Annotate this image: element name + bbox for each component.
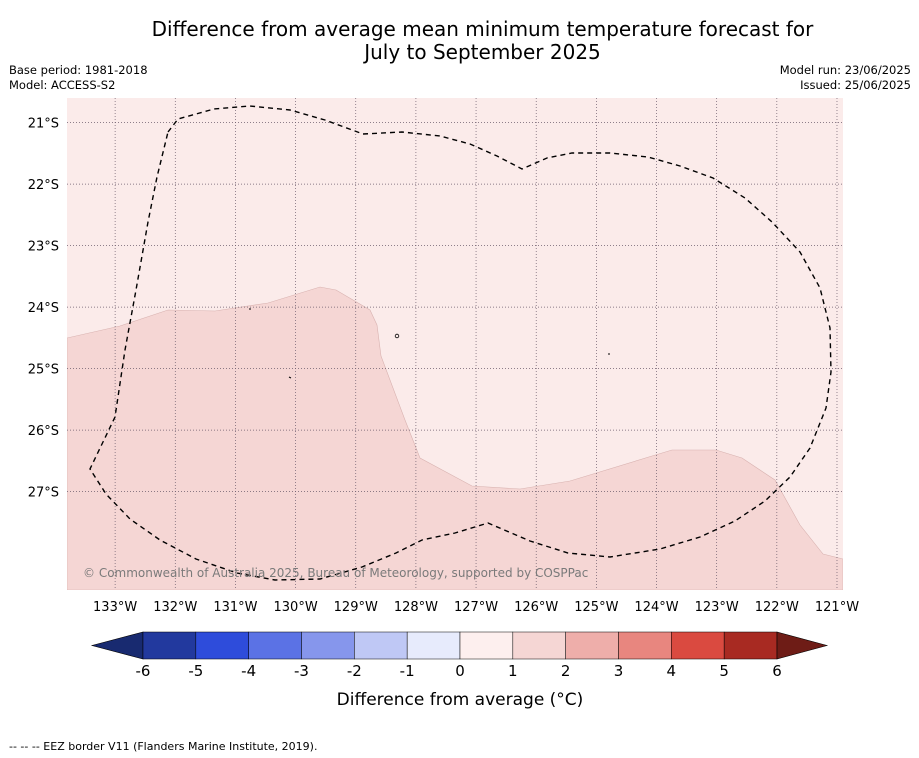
lat-tick-label: 23°S (28, 240, 59, 255)
colorbar-segment (565, 631, 619, 660)
lon-tick-label: 133°W (93, 600, 137, 615)
colorbar-segment (301, 631, 355, 660)
colorbar-tick-label: -4 (241, 662, 256, 680)
colorbar-tick-label: -1 (400, 662, 415, 680)
lat-tick-label: 22°S (28, 178, 59, 193)
latitude-labels: 21°S 22°S 23°S 24°S 25°S 26°S 27°S (28, 117, 59, 501)
eez-footnote: -- -- -- EEZ border V11 (Flanders Marine… (9, 740, 318, 753)
lon-tick-label: 123°W (695, 600, 739, 615)
colorbar-label: Difference from average (°C) (337, 690, 584, 710)
colorbar-tick-label: 5 (719, 662, 729, 680)
longitude-labels: 133°W 132°W 131°W 130°W 129°W 128°W 127°W 126°W… (93, 600, 859, 615)
meta-right: Model run: 23/06/2025 Issued: 25/06/2025 (780, 63, 911, 92)
lat-tick-label: 21°S (28, 117, 59, 132)
lon-tick-label: 122°W (755, 600, 799, 615)
colorbar-tick-label: -5 (188, 662, 203, 680)
lon-tick-label: 132°W (153, 600, 197, 615)
colorbar-tick-label: 3 (614, 662, 624, 680)
island-mark (394, 333, 400, 339)
colorbar-over-arrow (776, 631, 829, 660)
colorbar-segment (512, 631, 566, 660)
issued-date: Issued: 25/06/2025 (800, 77, 911, 92)
colorbar-tick-label: 6 (772, 662, 782, 680)
lat-tick-label: 24°S (28, 301, 59, 316)
colorbar-segment (195, 631, 249, 660)
meta-left: Base period: 1981-2018 Model: ACCESS-S2 (9, 63, 148, 92)
lon-tick-label: 129°W (334, 600, 378, 615)
colorbar-tick-label: 1 (508, 662, 518, 680)
colorbar-segment (142, 631, 197, 660)
title-line-2: July to September 2025 (364, 40, 601, 64)
lon-tick-label: 128°W (394, 600, 438, 615)
colorbar-segment (723, 631, 778, 660)
lon-tick-label: 121°W (815, 600, 859, 615)
lon-tick-label: 124°W (634, 600, 678, 615)
title-line-1: Difference from average mean minimum tem… (151, 17, 814, 41)
model-run: Model run: 23/06/2025 (779, 63, 911, 77)
eez-border (89, 105, 832, 581)
colorbar-segment (671, 631, 725, 660)
lon-tick-label: 125°W (574, 600, 618, 615)
colorbar-tick-label: -2 (347, 662, 362, 680)
colorbar-segment (459, 631, 514, 660)
colorbar-under-arrow (90, 631, 144, 660)
colorbar: -6 -5 -4 -3 -2 -1 0 1 2 3 4 5 6 (90, 631, 829, 680)
colorbar-tick-label: -3 (294, 662, 309, 680)
chart-title: Difference from average mean minimum tem… (0, 18, 919, 64)
lat-tick-label: 26°S (28, 424, 59, 439)
lon-tick-label: 130°W (274, 600, 318, 615)
region-1-to-2 (67, 286, 843, 590)
colorbar-tick-label: -6 (136, 662, 151, 680)
base-period: Base period: 1981-2018 (9, 63, 148, 77)
colorbar-segment (406, 631, 461, 660)
lat-tick-label: 25°S (28, 363, 59, 378)
colorbar-tick-label: 4 (667, 662, 677, 680)
colorbar-segment (248, 631, 302, 660)
colorbar-segment (354, 631, 408, 660)
copyright-text: © Commonwealth of Australia 2025, Bureau… (83, 566, 588, 580)
colorbar-tick-label: 0 (455, 662, 465, 680)
colorbar-tick-label: 2 (561, 662, 571, 680)
lat-tick-label: 27°S (28, 486, 59, 501)
lon-tick-label: 126°W (514, 600, 558, 615)
model-name: Model: ACCESS-S2 (9, 77, 116, 92)
lon-tick-label: 127°W (454, 600, 498, 615)
island-mark (288, 376, 292, 379)
graticule (67, 98, 843, 590)
lon-tick-label: 131°W (213, 600, 257, 615)
colorbar-segment (618, 631, 672, 660)
